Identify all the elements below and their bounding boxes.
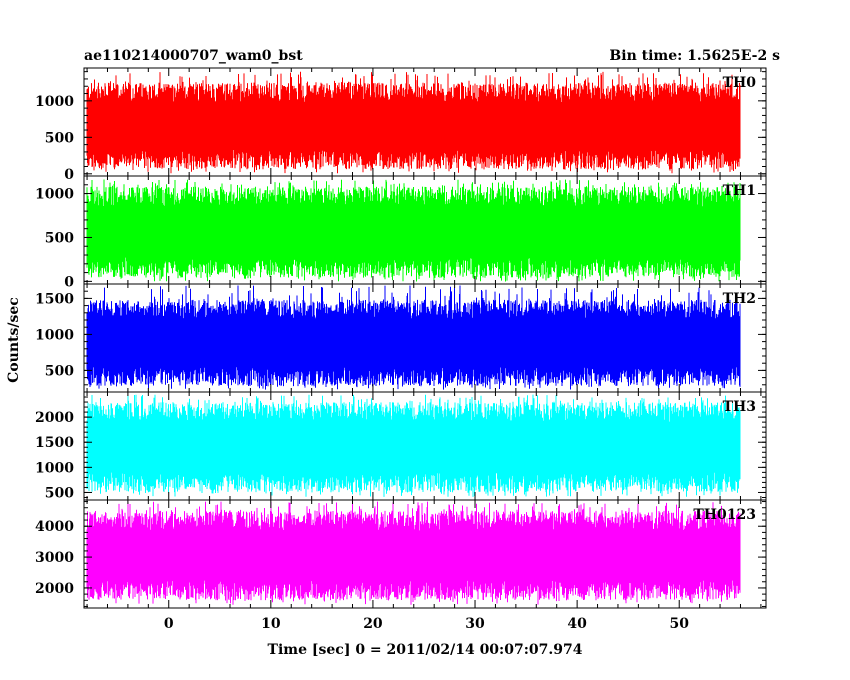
y-tick-label: 500 — [45, 130, 74, 146]
panel-label: TH3 — [723, 399, 756, 415]
x-tick-label: 10 — [261, 616, 281, 632]
panel-label: TH0 — [723, 75, 757, 91]
bin-time-label: Bin time: 1.5625E-2 s — [609, 48, 780, 64]
panel-th2: 500 1000 1500 TH2 — [35, 283, 767, 393]
panels-group: 0 500 1000 TH0 0 500 1000 TH1 500 1000 1500 TH2 500 1… — [35, 67, 767, 609]
panel-frame — [83, 499, 767, 609]
panel-th1: 0 500 1000 TH1 — [35, 175, 767, 290]
y-tick-label: 0 — [64, 274, 74, 290]
series-th2 — [86, 285, 741, 390]
x-axis: 0 10 20 30 40 50 — [164, 616, 689, 632]
y-tick-label: 1500 — [35, 435, 74, 451]
panel-label: TH1 — [723, 183, 756, 199]
y-tick-label: 0 — [64, 167, 74, 183]
series-th1 — [86, 179, 741, 282]
y-tick-label: 500 — [45, 363, 74, 379]
series-th0123 — [86, 501, 741, 605]
y-tick-label: 4000 — [35, 519, 74, 535]
y-tick-label: 1000 — [35, 460, 74, 476]
series-th3 — [86, 394, 741, 497]
panel-th0123: 2000 3000 4000 TH0123 — [35, 499, 767, 609]
y-tick-label: 1000 — [35, 94, 74, 110]
panel-th3: 500 1000 1500 2000 TH3 — [35, 391, 767, 501]
y-tick-label: 500 — [45, 230, 74, 246]
x-tick-label: 30 — [465, 616, 485, 632]
series-th0 — [86, 71, 741, 174]
chart-title: ae110214000707_wam0_bst — [84, 48, 303, 64]
x-tick-label: 0 — [164, 616, 174, 632]
y-tick-label: 2000 — [35, 581, 74, 597]
y-tick-label: 2000 — [35, 410, 74, 426]
panel-th0: 0 500 1000 TH0 — [35, 67, 767, 183]
y-tick-label: 500 — [45, 485, 74, 501]
y-tick-label: 1000 — [35, 187, 74, 203]
x-axis-label: Time [sec] 0 = 2011/02/14 00:07:07.974 — [268, 642, 583, 658]
y-axis-label: Counts/sec — [6, 297, 22, 383]
x-tick-label: 20 — [363, 616, 383, 632]
y-tick-label: 1500 — [35, 291, 74, 307]
x-tick-label: 40 — [567, 616, 587, 632]
panel-label: TH2 — [723, 291, 756, 307]
y-tick-label: 1000 — [35, 327, 74, 343]
y-tick-label: 3000 — [35, 550, 74, 566]
x-tick-label: 50 — [669, 616, 689, 632]
panel-label: TH0123 — [693, 507, 756, 523]
